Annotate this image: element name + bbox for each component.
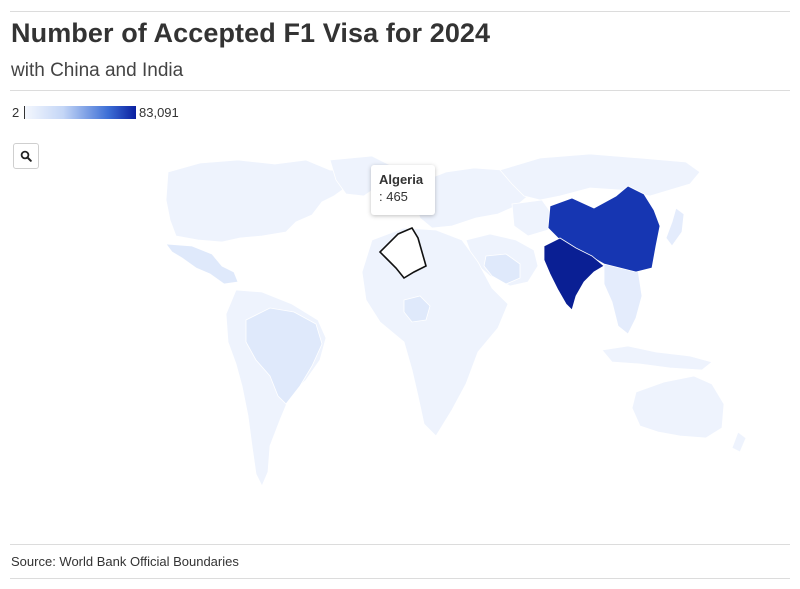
country-algeria[interactable] bbox=[378, 226, 427, 280]
chart-title: Number of Accepted F1 Visa for 2024 bbox=[11, 18, 491, 48]
legend-max-label: 83,091 bbox=[139, 105, 179, 120]
footer-rule-top bbox=[10, 544, 790, 545]
header-rule bbox=[10, 90, 790, 91]
country-brazil[interactable] bbox=[245, 307, 323, 405]
country-europe[interactable] bbox=[413, 167, 529, 229]
source-note: Source: World Bank Official Boundaries bbox=[11, 554, 239, 569]
country-central-asia[interactable] bbox=[511, 199, 553, 237]
country-nigeria[interactable] bbox=[403, 295, 431, 323]
country-saudi-arabia[interactable] bbox=[483, 253, 521, 285]
top-rule bbox=[10, 11, 790, 12]
legend-gradient bbox=[24, 106, 136, 119]
country-russia[interactable] bbox=[499, 153, 701, 201]
world-map bbox=[165, 153, 747, 487]
footer-rule-bottom bbox=[10, 578, 790, 579]
legend-min-label: 2 bbox=[12, 105, 20, 120]
country-japan[interactable] bbox=[665, 207, 685, 247]
tooltip-country: Algeria bbox=[379, 172, 424, 187]
legend-marker bbox=[24, 106, 25, 119]
tooltip-value: : 465 bbox=[379, 189, 408, 204]
country-north-america[interactable] bbox=[165, 159, 353, 243]
country-mexico[interactable] bbox=[165, 243, 239, 285]
country-indonesia[interactable] bbox=[601, 345, 713, 371]
search-icon bbox=[20, 150, 32, 162]
country-new-zealand[interactable] bbox=[731, 431, 747, 453]
country-africa[interactable] bbox=[361, 227, 509, 437]
chart-subtitle: with China and India bbox=[11, 60, 184, 81]
map-tooltip: Algeria : 465 bbox=[371, 165, 435, 215]
country-india[interactable] bbox=[543, 237, 605, 311]
zoom-button[interactable] bbox=[13, 143, 39, 169]
country-australia[interactable] bbox=[631, 375, 725, 439]
